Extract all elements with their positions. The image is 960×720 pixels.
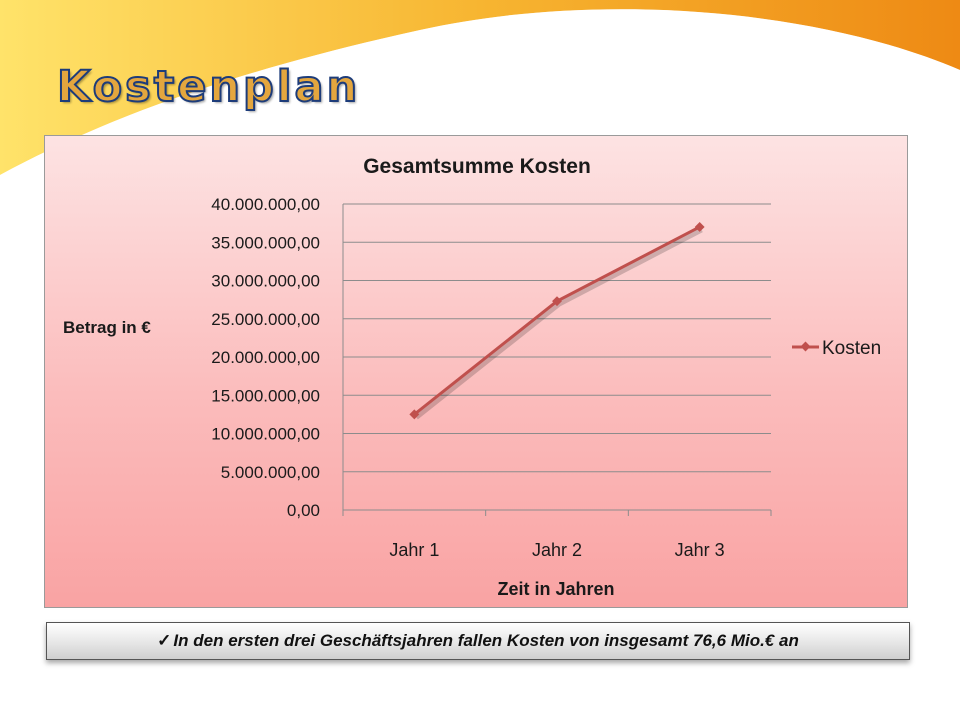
check-icon: ✓ [157, 631, 172, 650]
y-tick-label: 20.000.000,00 [211, 348, 320, 367]
x-axis-label: Zeit in Jahren [497, 579, 614, 599]
y-tick-label: 5.000.000,00 [221, 463, 320, 482]
x-tick-labels: Jahr 1 Jahr 2 Jahr 3 [389, 540, 724, 560]
y-tick-label: 25.000.000,00 [211, 310, 320, 329]
y-tick-labels: 0,00 5.000.000,00 10.000.000,00 15.000.000,… [211, 195, 320, 520]
summary-note: ✓ In den ersten drei Geschäftsjahren fal… [46, 622, 910, 660]
series-line-shadow [414, 227, 703, 420]
x-tick-label: Jahr 2 [532, 540, 582, 560]
chart-panel: Gesamtsumme Kosten Betrag in € Zeit in J… [44, 135, 908, 608]
x-tick-label: Jahr 1 [389, 540, 439, 560]
page-title: Kostenplan [56, 61, 361, 113]
y-tick-label: 0,00 [287, 501, 320, 520]
legend-label: Kosten [822, 338, 881, 359]
y-tick-label: 10.000.000,00 [211, 425, 320, 444]
y-tick-label: 30.000.000,00 [211, 272, 320, 291]
y-tick-label: 15.000.000,00 [211, 386, 320, 405]
summary-text: In den ersten drei Geschäftsjahren falle… [173, 631, 799, 650]
legend-marker [800, 341, 811, 352]
x-tick-label: Jahr 3 [675, 540, 725, 560]
y-tick-label: 40.000.000,00 [211, 195, 320, 214]
legend: Kosten [792, 338, 881, 359]
line-chart: Gesamtsumme Kosten Betrag in € Zeit in J… [63, 155, 881, 599]
series-kosten [409, 222, 705, 420]
data-point [409, 409, 420, 420]
y-tick-label: 35.000.000,00 [211, 233, 320, 252]
y-axis-label: Betrag in € [63, 318, 151, 337]
data-point [694, 222, 705, 232]
data-point [552, 296, 562, 307]
chart-title: Gesamtsumme Kosten [363, 155, 591, 178]
gridlines [342, 203, 772, 516]
